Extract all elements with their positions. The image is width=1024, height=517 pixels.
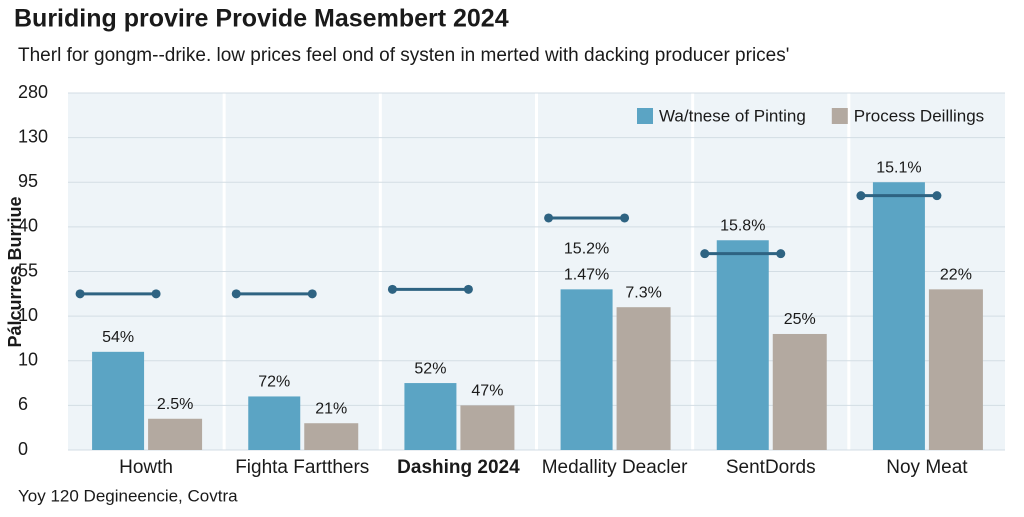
marker-dot xyxy=(544,213,554,223)
bar-note: 15.2% xyxy=(564,241,609,258)
bar-note: 72% xyxy=(258,374,290,391)
bar-note: 21% xyxy=(315,400,347,417)
marker-dot xyxy=(700,249,710,259)
bar xyxy=(560,289,613,450)
marker-dot xyxy=(387,284,397,294)
bar-note: 25% xyxy=(784,311,816,328)
y-tick-label: 130 xyxy=(18,126,48,146)
y-tick-label: 6 xyxy=(18,394,28,414)
y-tick-label: 55 xyxy=(18,260,38,280)
bar xyxy=(248,396,301,450)
marker-dot xyxy=(463,284,473,294)
marker-dot xyxy=(231,289,241,299)
y-tick-label: 95 xyxy=(18,171,38,191)
x-tick-label: Dashing 2024 xyxy=(397,457,520,478)
bar-note: 47% xyxy=(471,383,503,400)
bar xyxy=(304,423,359,450)
chart-subtitle: Therl for gongm--drike. low prices feel … xyxy=(18,45,789,66)
bar-note: 54% xyxy=(102,329,134,346)
bar-note: 15.1% xyxy=(876,159,921,176)
marker-dot xyxy=(75,289,85,299)
x-tick-label: Fighta Fartthers xyxy=(235,457,369,478)
bar xyxy=(872,182,925,450)
marker-dot xyxy=(307,289,317,299)
legend-label: Wa/tnese of Pinting xyxy=(659,106,806,125)
bar xyxy=(928,289,983,450)
y-tick-label: 10 xyxy=(18,350,38,370)
bar xyxy=(772,333,827,450)
bar-note: 15.8% xyxy=(720,217,765,234)
legend-label: Process Deillings xyxy=(854,106,984,125)
y-tick-label: 280 xyxy=(18,82,48,102)
bar xyxy=(616,307,671,450)
bar xyxy=(148,418,203,450)
bar-note: 22% xyxy=(940,267,972,284)
footer: Yoy 120 Degineencie, Covtra xyxy=(18,486,238,505)
bar-note: 1.47% xyxy=(564,267,609,284)
legend-swatch xyxy=(637,108,653,124)
bar xyxy=(404,383,457,450)
legend-swatch xyxy=(831,108,848,124)
x-tick-label: Howth xyxy=(119,457,173,478)
y-tick-label: 10 xyxy=(18,305,38,325)
y-tick-label: 40 xyxy=(18,216,38,236)
chart-title: Buriding provire Provide Masembert 2024 xyxy=(14,5,509,33)
marker-dot xyxy=(151,289,161,299)
bar xyxy=(92,351,145,450)
marker-dot xyxy=(932,191,942,201)
bar xyxy=(716,240,769,450)
bar-note: 52% xyxy=(414,360,446,377)
y-tick-label: 0 xyxy=(18,439,28,459)
marker-dot xyxy=(620,213,630,223)
marker-dot xyxy=(776,249,786,259)
marker-dot xyxy=(856,191,866,201)
x-tick-label: Noy Meat xyxy=(886,457,968,478)
bar-note: 7.3% xyxy=(625,284,661,301)
bar xyxy=(460,405,515,450)
x-tick-label: SentDords xyxy=(726,457,816,478)
y-axis-label: Pálcurres Burriue xyxy=(5,196,25,347)
bar-note: 2.5% xyxy=(157,396,193,413)
x-tick-label: Medallity Deacler xyxy=(542,457,688,478)
